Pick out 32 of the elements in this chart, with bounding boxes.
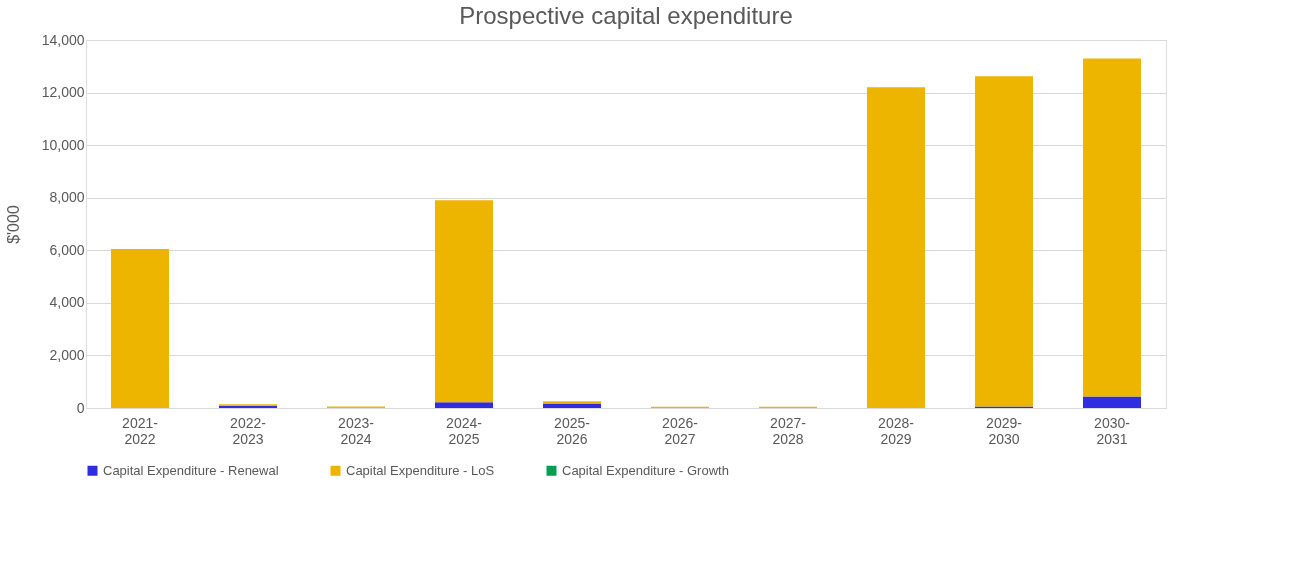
bar xyxy=(1083,58,1141,397)
chart-title: Prospective capital expenditure xyxy=(459,2,793,29)
x-tick-label: 2026- 2027 xyxy=(662,414,699,447)
x-tick-label: 2029- 2030 xyxy=(986,414,1023,447)
y-tick-label: 2,000 xyxy=(49,346,85,363)
x-tick-label: 2030- 2031 xyxy=(1094,414,1131,447)
legend-label: Capital Expenditure - LoS xyxy=(346,462,495,478)
y-tick-label: 10,000 xyxy=(41,136,85,153)
bar xyxy=(1083,396,1141,408)
legend-label: Capital Expenditure - Renewal xyxy=(103,462,279,478)
x-tick-label: 2028- 2029 xyxy=(878,414,915,447)
x-tick-label: 2027- 2028 xyxy=(770,414,807,447)
y-axis-title: $'000 xyxy=(4,205,22,244)
x-tick-label: 2023- 2024 xyxy=(338,414,375,447)
y-tick-label: 6,000 xyxy=(49,241,85,258)
bar xyxy=(975,76,1033,407)
y-tick-label: 8,000 xyxy=(49,189,85,206)
x-tick-label: 2024- 2025 xyxy=(446,414,483,447)
bar xyxy=(543,403,601,408)
bar xyxy=(543,401,601,404)
y-tick-label: 12,000 xyxy=(41,84,85,101)
bar xyxy=(111,248,169,408)
bar xyxy=(435,200,493,403)
x-tick-label: 2022- 2023 xyxy=(230,414,267,447)
legend-label: Capital Expenditure - Growth xyxy=(562,462,729,478)
x-tick-label: 2025- 2026 xyxy=(554,414,591,447)
y-tick-label: 0 xyxy=(76,399,85,416)
bar xyxy=(867,87,925,408)
x-tick-label: 2021- 2022 xyxy=(122,414,159,447)
y-tick-label: 4,000 xyxy=(49,294,85,311)
bar xyxy=(435,402,493,408)
y-tick-label: 14,000 xyxy=(41,31,85,48)
